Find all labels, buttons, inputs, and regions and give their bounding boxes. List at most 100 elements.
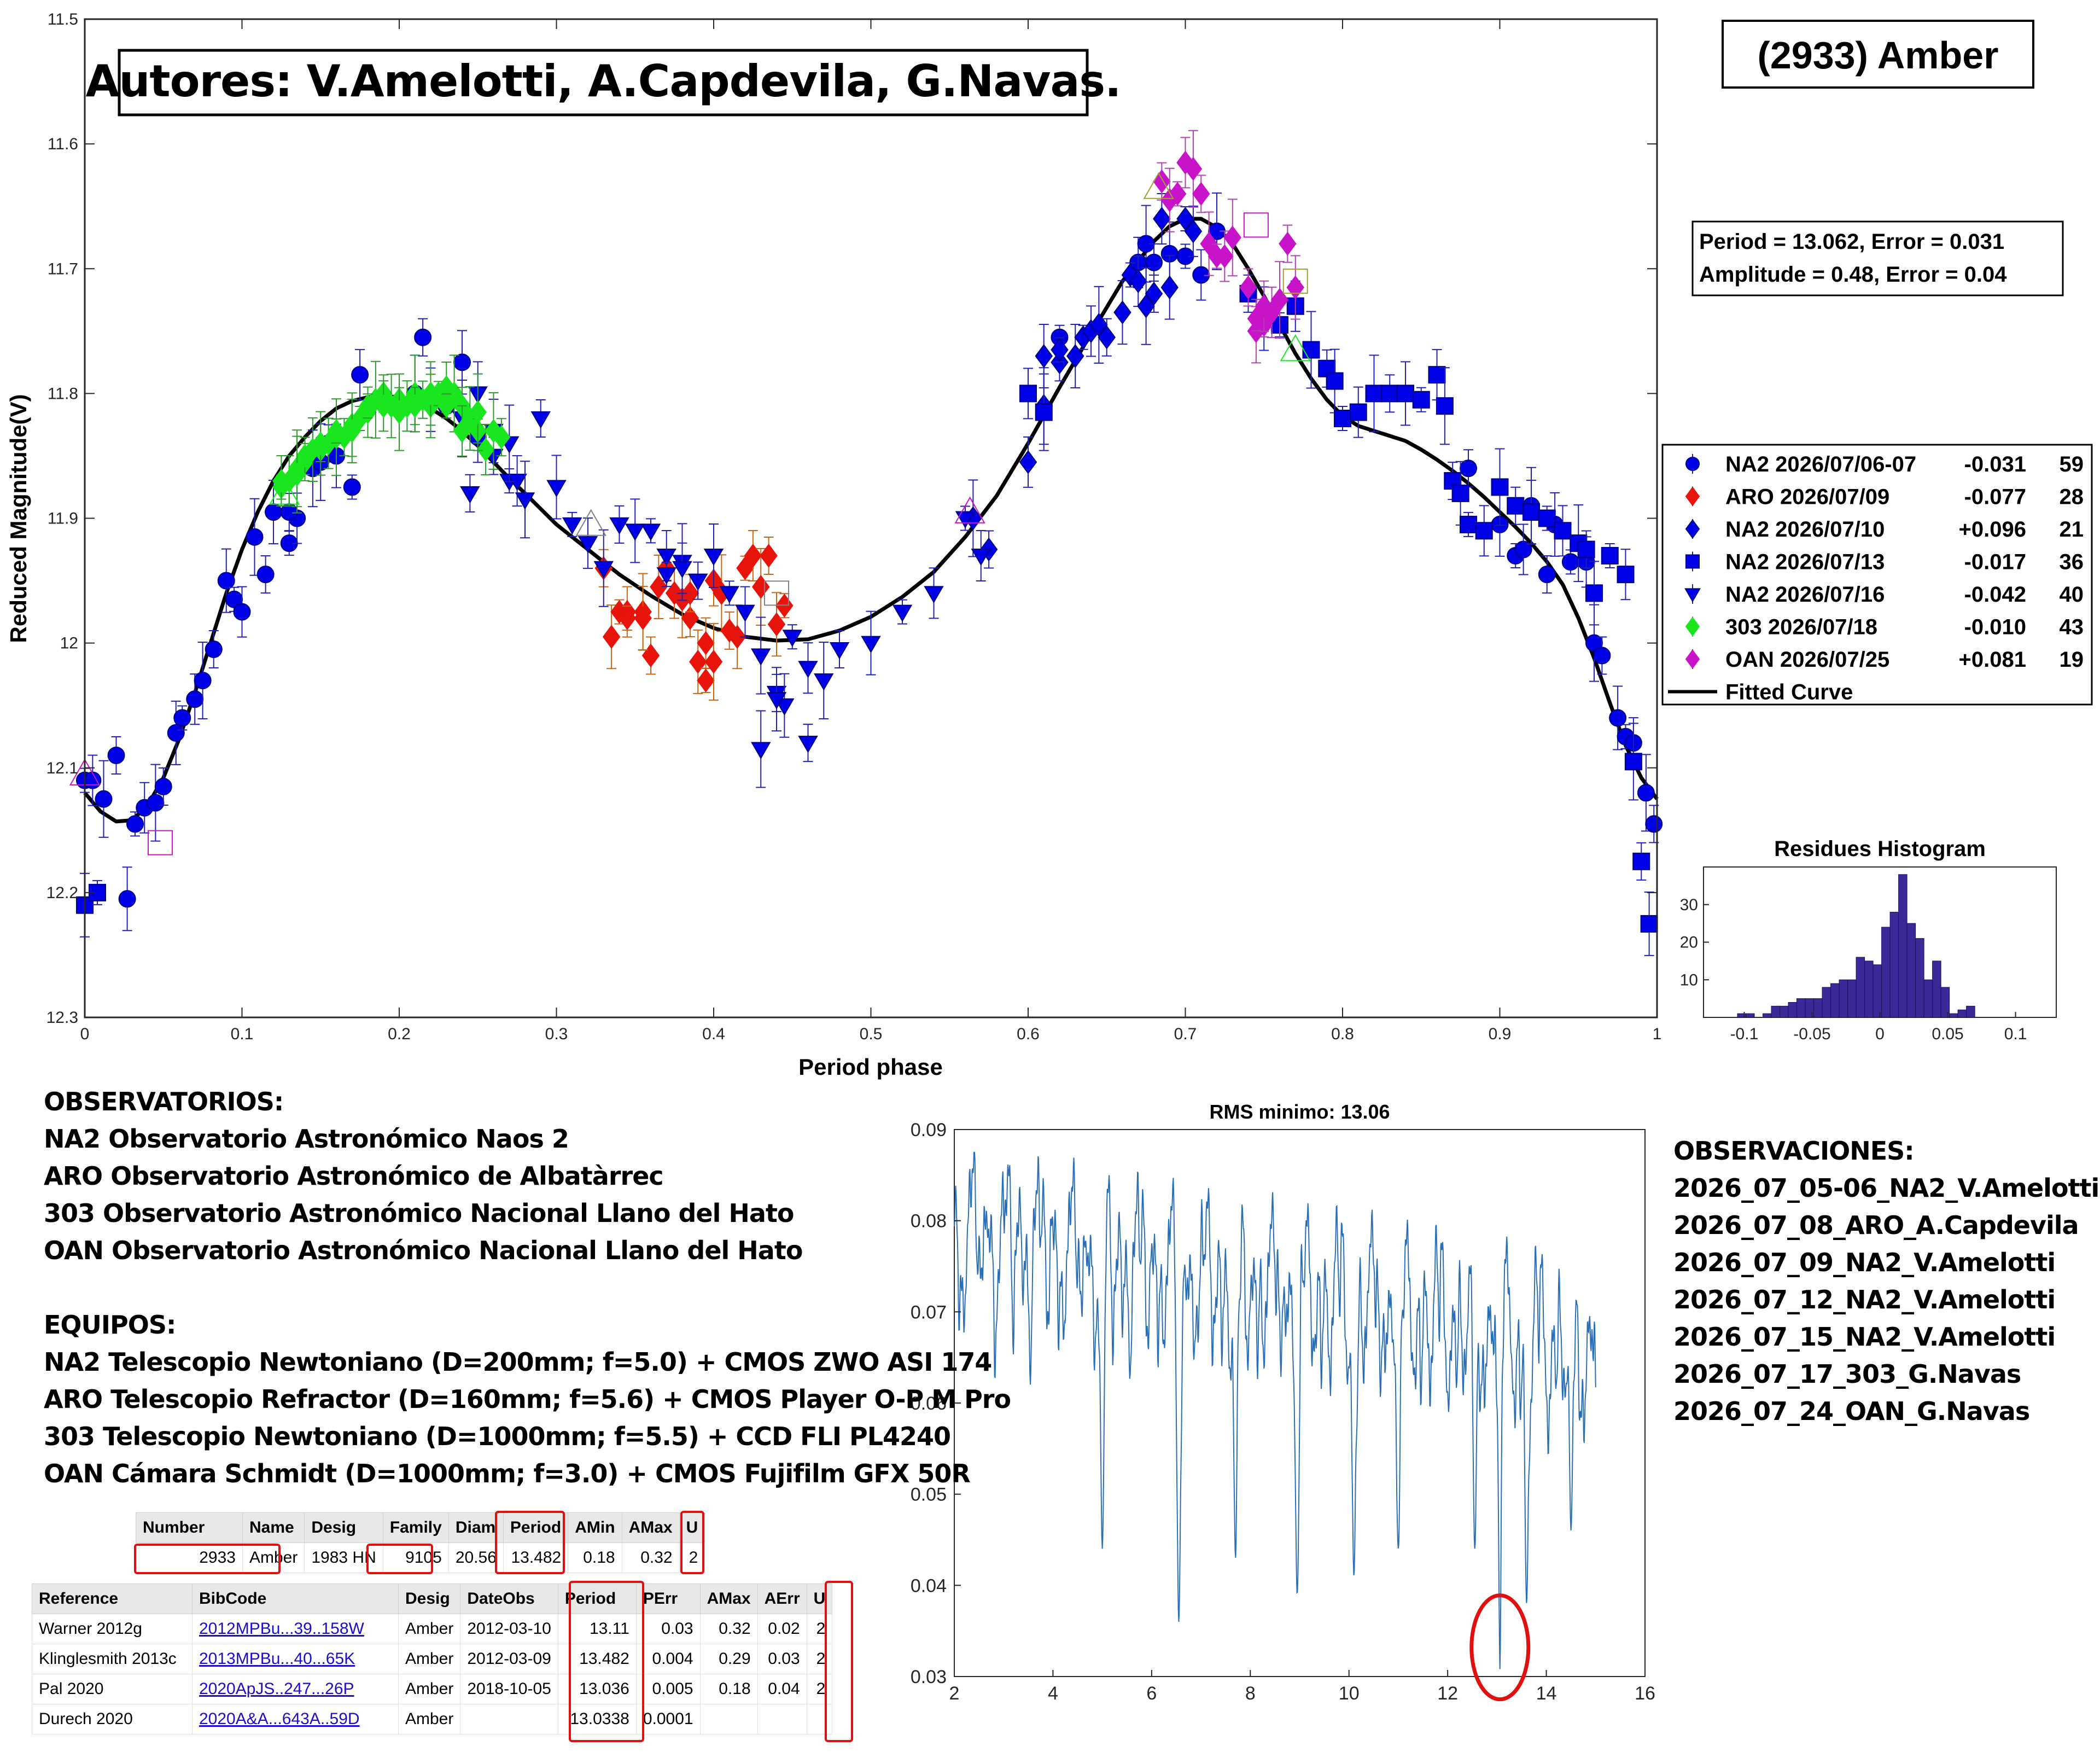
histogram-bar (1923, 979, 1933, 1018)
legend-label: Fitted Curve (1725, 680, 1853, 705)
y-tick-label: 11.6 (48, 135, 78, 153)
periodogram-y-tick-label: 0.03 (911, 1667, 947, 1687)
histogram-x-tick-label: 0.1 (2004, 1025, 2027, 1043)
table-cell (757, 1704, 807, 1734)
data-point (1239, 275, 1257, 300)
data-point (782, 630, 802, 647)
data-point (766, 692, 787, 709)
histogram-bar (1881, 927, 1891, 1018)
table-cell: 2018-10-05 (460, 1674, 558, 1704)
legend-count: 40 (2060, 583, 2084, 607)
y-axis-label: Reduced Magnitude(V) (5, 394, 31, 643)
table-cell: 2933 (136, 1543, 243, 1573)
histogram-bar (1788, 1002, 1798, 1018)
authors-box (118, 49, 1089, 117)
bibcode-link[interactable]: 2012MPBu...39..158W (199, 1620, 364, 1638)
data-point (1153, 207, 1171, 231)
table-cell: 0.004 (635, 1644, 701, 1674)
bibcode-link[interactable]: 2020A&A...643A..59D (199, 1710, 360, 1728)
data-point (1632, 852, 1650, 870)
table-cell: Durech 2020 (32, 1704, 192, 1734)
title-box (1722, 20, 2034, 89)
highlight-period (495, 1511, 565, 1574)
x-tick-label: 0.2 (388, 1025, 411, 1043)
observatorio-item: 303 Observatorio Astronómico Nacional Ll… (44, 1198, 794, 1228)
table-header: Family (382, 1512, 449, 1543)
data-point (1270, 288, 1289, 312)
histogram-bar (1889, 912, 1899, 1018)
observacion-item: 2026_07_15_NA2_V.Amelotti (1673, 1322, 2056, 1352)
data-point (107, 746, 125, 764)
data-point (1184, 156, 1203, 181)
data-point (1585, 584, 1603, 602)
observacion-item: 2026_07_09_NA2_V.Amelotti (1673, 1248, 2056, 1277)
data-point (445, 381, 463, 406)
legend-offset: -0.010 (1964, 615, 2026, 639)
data-point (375, 394, 393, 418)
data-point (735, 604, 755, 622)
legend-label: NA2 2026/07/06-07 (1725, 452, 1916, 476)
observatorios-heading: OBSERVATORIOS: (44, 1087, 284, 1116)
data-point (728, 625, 746, 649)
open-marker (1280, 334, 1311, 362)
histogram-bar (1847, 979, 1857, 1018)
data-point (688, 573, 708, 591)
table-cell: 0.04 (757, 1674, 807, 1704)
periodogram-y-tick-label: 0.04 (911, 1575, 947, 1596)
table-cell: 0.32 (699, 1614, 758, 1644)
data-point (681, 606, 699, 630)
data-point (924, 586, 944, 603)
bibcode-link[interactable]: 2013MPBu...40...65K (199, 1650, 355, 1668)
table-header: U (806, 1584, 833, 1614)
table-header: Desig (304, 1512, 383, 1543)
data-point (672, 561, 692, 579)
data-point (1645, 815, 1663, 833)
bibcode-link[interactable]: 2020ApJS..247...26P (199, 1680, 354, 1698)
table-cell: 0.32 (621, 1543, 680, 1573)
legend-marker (1685, 486, 1700, 507)
data-point (530, 411, 551, 429)
histogram-bar (1966, 1005, 1975, 1018)
periodogram-x-tick-label: 10 (1339, 1683, 1360, 1704)
data-point (256, 566, 275, 584)
minimum-circle (1469, 1593, 1531, 1702)
data-point (1514, 540, 1532, 558)
data-point (1019, 385, 1037, 403)
table-header: Desig (398, 1584, 461, 1614)
periodogram-x-tick-label: 6 (1146, 1683, 1157, 1704)
open-marker (269, 478, 300, 505)
data-point (1475, 522, 1493, 540)
table-cell: 0.0001 (635, 1704, 701, 1734)
legend-offset: -0.031 (1964, 452, 2026, 476)
data-point (233, 603, 251, 621)
legend-count: 43 (2060, 615, 2084, 639)
periodogram-line (954, 1151, 1596, 1669)
periodogram-x-tick-label: 8 (1245, 1683, 1256, 1704)
data-point (744, 544, 762, 568)
data-point (406, 394, 424, 418)
y-tick-label: 11.5 (48, 10, 78, 28)
histogram-bar (1864, 961, 1874, 1018)
data-point (476, 438, 495, 462)
y-tick-label: 11.8 (48, 385, 78, 403)
table-cell: 20.56 (448, 1543, 504, 1573)
data-point (1145, 253, 1163, 271)
fitted-curve (83, 217, 1659, 824)
data-point (1098, 325, 1116, 350)
histogram-bar (1822, 987, 1831, 1018)
data-point (1200, 231, 1218, 256)
data-point (609, 517, 629, 535)
equipo-item: NA2 Telescopio Newtoniano (D=200mm; f=5.… (44, 1347, 992, 1377)
data-point (1460, 459, 1477, 478)
data-point (351, 366, 369, 384)
histogram-bar (1763, 1013, 1772, 1018)
table-header: Number (136, 1512, 243, 1543)
data-point (118, 890, 136, 908)
highlight-family (366, 1544, 433, 1574)
table-cell: Amber (398, 1614, 461, 1644)
data-point (1247, 306, 1265, 331)
data-point (1113, 300, 1131, 325)
histogram-bar (1932, 961, 1941, 1018)
data-point (1090, 312, 1108, 337)
table-cell (460, 1704, 558, 1734)
